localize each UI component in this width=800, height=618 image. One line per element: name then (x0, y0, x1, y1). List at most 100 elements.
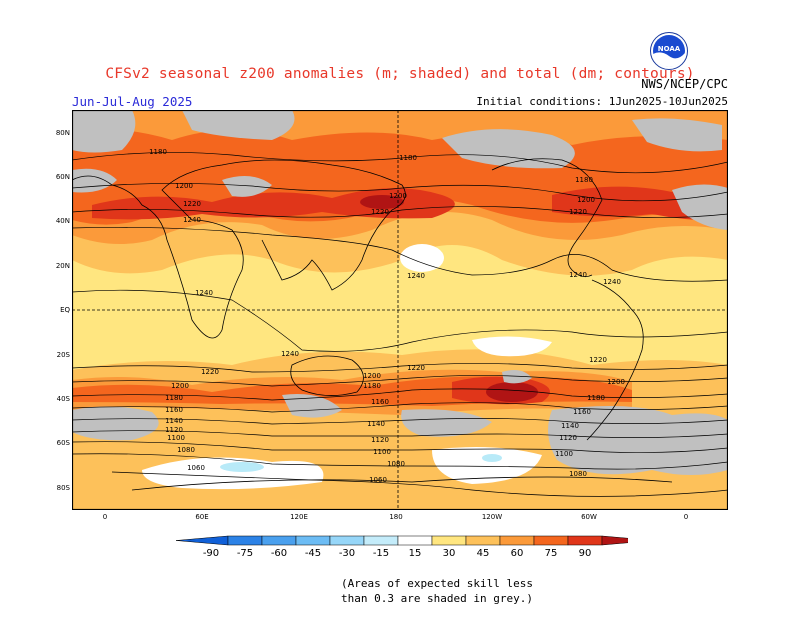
logo-text: NOAA (658, 45, 681, 53)
colorbar-label: -30 (339, 548, 355, 559)
contour-label: 1200 (577, 196, 595, 204)
grey-arctic-asia (182, 110, 295, 140)
eurasia-africa-outline (72, 159, 406, 339)
contour-label: 1120 (559, 434, 577, 442)
contour-1080-s (72, 453, 728, 470)
forecast-period: Jun-Jul-Aug 2025 (72, 94, 193, 109)
colorbar: -90 -75 -60 -45 -30 -15 15 30 45 60 75 9… (175, 535, 628, 559)
contour-label: 1120 (165, 426, 183, 434)
colorbar-label: -90 (203, 548, 219, 559)
contour-label: 1240 (183, 216, 201, 224)
skill-note-line-2: than 0.3 are shaded in grey.) (340, 592, 534, 605)
contour-1120-s (72, 430, 728, 438)
map-frame (72, 110, 728, 510)
contour-1160-s (72, 402, 728, 413)
shade-pos75-north-a (92, 188, 455, 220)
grey-small-south (502, 370, 532, 384)
contour-label: 1140 (367, 420, 385, 428)
contour-label: 1060 (187, 464, 205, 472)
lon-label: 60W (581, 513, 597, 521)
colorbar-cell (329, 535, 365, 546)
contour-label: 1240 (407, 272, 425, 280)
contour-1240-n (72, 226, 728, 282)
contour-label: 1160 (573, 408, 591, 416)
north-america-outline (491, 158, 603, 278)
coastlines (72, 158, 673, 491)
colorbar-cell (465, 535, 501, 546)
grey-south-pacific-a (401, 409, 492, 437)
grey-europe (72, 168, 117, 193)
map-title: CFSv2 seasonal z200 anomalies (m; shaded… (105, 66, 695, 82)
contour-label: 1180 (165, 394, 183, 402)
initial-conditions: Initial conditions: 1Jun2025-10Jun2025 (476, 95, 728, 108)
contour-1200-n (72, 183, 728, 202)
contour-label: 1220 (569, 208, 587, 216)
colorbar-cell (227, 535, 263, 546)
australia-outline (290, 355, 364, 396)
contour-1100-s (72, 441, 728, 453)
contour-label: 1100 (167, 434, 185, 442)
anomaly-map: 1180 1180 1180 1200 1200 1200 1220 1220 … (72, 110, 728, 510)
grey-australia-south (282, 394, 342, 418)
contour-label: 1140 (561, 422, 579, 430)
grey-mideast (672, 184, 728, 230)
grey-arctic-atlantic (632, 118, 722, 152)
contour-label: 1240 (281, 350, 299, 358)
neg15-antarctic-a (220, 462, 264, 472)
lat-label: 80S (57, 484, 71, 492)
latitude-axis: 80N 60N 40N 20N EQ 20S 40S 60S 80S (56, 129, 71, 492)
grey-south-atlantic (72, 406, 159, 441)
lat-label: 40N (56, 217, 70, 225)
agency-label: NWS/NCEP/CPC (641, 77, 728, 91)
colorbar-cell (533, 535, 569, 546)
lat-label: 80N (56, 129, 70, 137)
colorbar-cell (499, 535, 535, 546)
lat-label: 60S (57, 439, 71, 447)
colorbar-label: -75 (237, 548, 253, 559)
colorbar-cell (567, 535, 603, 546)
contour-label: 1220 (407, 364, 425, 372)
contour-label: 1080 (569, 470, 587, 478)
near-zero-antarctic-b (432, 446, 542, 484)
colorbar-label: -15 (373, 548, 389, 559)
contour-labels: 1180 1180 1180 1200 1200 1200 1220 1220 … (149, 148, 625, 484)
contour-1240-s (72, 289, 728, 352)
contour-label: 1200 (389, 192, 407, 200)
contour-label: 1220 (183, 200, 201, 208)
noaa-logo-icon: NOAA (650, 32, 688, 70)
contour-label: 1180 (587, 394, 605, 402)
near-zero-eq-pacific (472, 336, 552, 357)
contour-label: 1140 (165, 417, 183, 425)
contour-label: 1180 (149, 148, 167, 156)
skill-note: (Areas of expected skill less than 0.3 a… (0, 576, 800, 606)
contour-label: 1200 (171, 382, 189, 390)
colorbar-cell (295, 535, 331, 546)
lat-label: 60N (56, 173, 70, 181)
contour-label: 1200 (363, 372, 381, 380)
near-zero-pacific (400, 244, 444, 272)
contour-label: 1220 (589, 356, 607, 364)
contour-label: 1080 (177, 446, 195, 454)
contour-1060-s (111, 471, 728, 497)
colorbar-label: 30 (443, 548, 456, 559)
colorbar-label: 90 (579, 548, 592, 559)
grey-siberia (222, 176, 272, 197)
longitude-axis: 0 60E 120E 180 120W 60W 0 (103, 513, 688, 521)
contour-1220-n (72, 206, 728, 218)
grey-south-pacific-b (548, 406, 728, 475)
contour-label: 1060 (369, 476, 387, 484)
contour-label: 1240 (195, 289, 213, 297)
contour-label: 1240 (603, 278, 621, 286)
near-zero-antarctic-a (142, 457, 324, 490)
south-america-outline (586, 279, 644, 441)
contour-label: 1220 (201, 368, 219, 376)
colorbar-label: -60 (271, 548, 287, 559)
colorbar-cells (175, 535, 628, 546)
colorbar-cell (363, 535, 399, 546)
grey-arctic-west (72, 110, 136, 153)
neg15-antarctic-b (482, 454, 502, 462)
lat-label: 40S (57, 395, 71, 403)
contour-label: 1200 (175, 182, 193, 190)
contour-label: 1080 (387, 460, 405, 468)
contour-label: 1240 (569, 271, 587, 279)
